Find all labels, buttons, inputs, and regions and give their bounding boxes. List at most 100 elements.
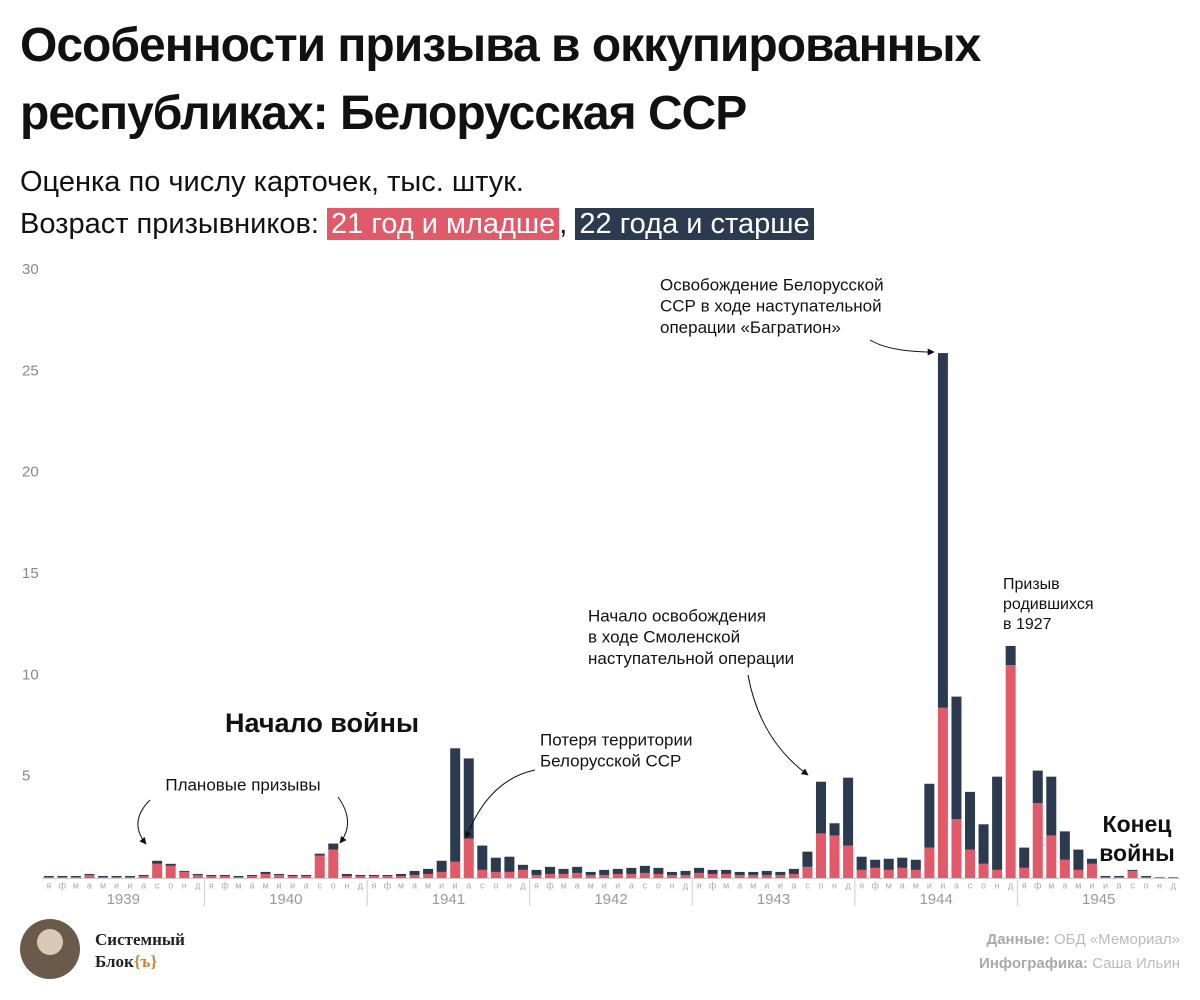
bar-segment: [409, 874, 420, 878]
bar-segment: [152, 863, 163, 878]
bar-segment: [1059, 831, 1070, 860]
subtitle: Оценка по числу карточек, тыс. штук.: [20, 166, 524, 198]
x-tick-label: м: [235, 880, 241, 890]
x-tick-label: я: [371, 880, 376, 890]
bar-segment: [70, 876, 81, 878]
bar-segment: [951, 696, 962, 820]
bar-segment: [165, 865, 176, 878]
bar-segment: [287, 874, 298, 876]
bar-segment: [1046, 776, 1057, 836]
bar-segment: [138, 875, 149, 878]
bar-segment: [870, 867, 881, 878]
x-tick-label: и: [927, 880, 932, 890]
x-tick-label: с: [1130, 880, 1135, 890]
bar-segment: [382, 874, 393, 876]
annotation: родившихся: [1003, 596, 1093, 613]
bar-segment: [463, 838, 474, 878]
bar-segment: [138, 874, 149, 876]
bar-segment: [1046, 835, 1057, 878]
bar-segment: [57, 876, 68, 878]
x-tick-label: и: [453, 880, 458, 890]
x-tick-label: д: [1008, 880, 1014, 890]
x-tick-label: н: [995, 880, 1000, 890]
bar-segment: [260, 873, 271, 878]
bar-segment: [585, 874, 596, 878]
x-tick-label: а: [629, 880, 634, 890]
bar-segment: [246, 874, 257, 876]
bar-segment: [125, 875, 136, 877]
bar-segment: [1114, 875, 1125, 877]
x-tick-label: о: [656, 880, 661, 890]
bar-segment: [897, 857, 908, 868]
source-label: Данные:: [986, 931, 1050, 948]
bar-segment: [192, 874, 203, 878]
bar-segment: [1100, 875, 1111, 877]
bar-segment: [721, 869, 732, 874]
annotation: Начало освобождения: [588, 606, 766, 625]
x-tick-label: а: [412, 880, 417, 890]
bar-segment: [1005, 665, 1016, 878]
year-label: 1940: [269, 891, 302, 908]
x-tick-label: ф: [384, 880, 392, 890]
bar-segment: [666, 874, 677, 878]
source: Данные: ОБД «Мемориал»: [979, 928, 1180, 952]
x-tick-label: о: [331, 880, 336, 890]
bar-segment: [1127, 870, 1138, 878]
bar-segment: [436, 871, 447, 878]
x-tick-label: а: [900, 880, 905, 890]
bar-segment: [734, 874, 745, 878]
year-label: 1939: [107, 891, 140, 908]
bar-segment: [531, 869, 542, 875]
legend-separator: ,: [559, 208, 568, 240]
bar-segment: [829, 823, 840, 836]
bar-segment: [802, 851, 813, 867]
bar-segment: [260, 871, 271, 874]
x-tick-label: а: [249, 880, 254, 890]
bar-segment: [179, 871, 190, 878]
bar-segment: [152, 860, 163, 864]
x-tick-label: ф: [871, 880, 879, 890]
x-tick-label: с: [968, 880, 973, 890]
bar-segment: [802, 866, 813, 878]
bar-segment: [788, 868, 799, 874]
annotation: Начало войны: [225, 708, 419, 738]
x-tick-label: и: [778, 880, 783, 890]
year-label: 1943: [757, 891, 790, 908]
bar-segment: [328, 849, 339, 878]
bar-segment: [436, 860, 447, 872]
bar-segment: [937, 353, 948, 708]
x-tick-label: а: [737, 880, 742, 890]
x-tick-label: д: [520, 880, 526, 890]
x-tick-label: а: [87, 880, 92, 890]
x-tick-label: я: [697, 880, 702, 890]
x-tick-label: н: [1157, 880, 1162, 890]
bar-segment: [125, 876, 136, 878]
bar-segment: [1168, 876, 1179, 878]
bar-segment: [477, 869, 488, 878]
bar-segment: [924, 783, 935, 848]
x-tick-label: м: [1048, 880, 1054, 890]
annotation: Потеря территории: [540, 730, 693, 749]
bar-segment: [517, 864, 528, 870]
bar-segment: [599, 874, 610, 878]
x-tick-label: а: [466, 880, 471, 890]
x-tick-label: ф: [1034, 880, 1042, 890]
logo-text: Системный: [95, 930, 185, 949]
bar-segment: [517, 869, 528, 878]
y-tick-label: 25: [22, 362, 39, 379]
x-tick-label: с: [643, 880, 648, 890]
bar-segment: [829, 835, 840, 878]
annotation: в ходе Смоленской: [588, 628, 740, 647]
bar-segment: [978, 824, 989, 864]
annotation: Призыв: [1003, 576, 1060, 593]
bar-segment: [396, 873, 407, 876]
x-tick-label: и: [764, 880, 769, 890]
x-tick-label: н: [832, 880, 837, 890]
x-tick-label: о: [168, 880, 173, 890]
bar-segment: [409, 870, 420, 875]
y-tick-label: 20: [22, 464, 39, 481]
bar-segment: [856, 856, 867, 870]
x-tick-label: а: [575, 880, 580, 890]
bar-segment: [1059, 859, 1070, 878]
x-tick-label: ф: [709, 880, 717, 890]
